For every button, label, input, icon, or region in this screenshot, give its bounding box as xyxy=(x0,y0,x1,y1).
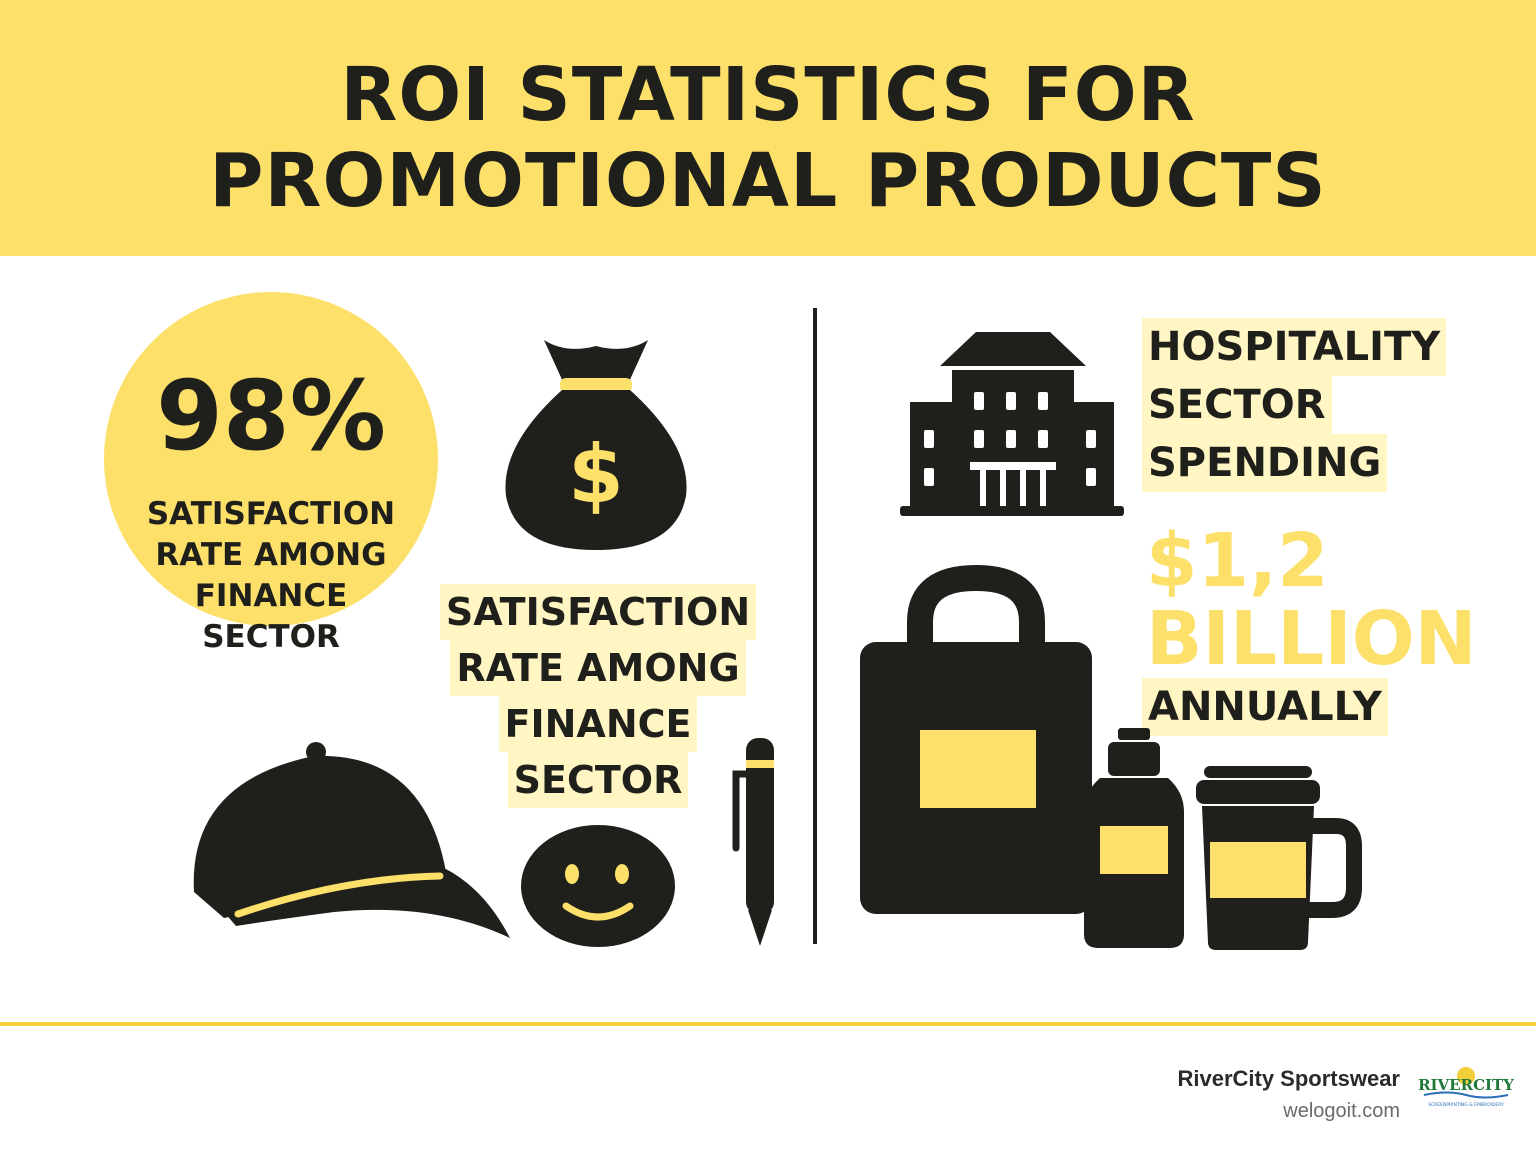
page-title-line-1: ROI STATISTICS FOR xyxy=(340,52,1196,138)
pen-icon xyxy=(732,738,774,946)
money-bag-icon: $ xyxy=(505,340,687,550)
water-bottle-icon xyxy=(1084,728,1184,948)
travel-mug-icon xyxy=(1196,766,1362,950)
footer-divider xyxy=(0,1022,1536,1026)
label-line: SECTOR xyxy=(1142,376,1332,434)
logo-wordmark: RIVERCITY xyxy=(1418,1076,1514,1094)
tote-bag-icon xyxy=(860,564,1092,914)
brand-name: RiverCity Sportswear xyxy=(1177,1066,1400,1091)
caption-line: SECTOR xyxy=(507,752,689,808)
caption-line: RATE AMONG xyxy=(450,640,746,696)
finance-caption-repeat: SATISFACTION RATE AMONG FINANCE SECTOR xyxy=(408,584,788,808)
stat-circle xyxy=(104,292,438,626)
finance-stat-caption: SATISFACTION RATE AMONG FINANCE SECTOR xyxy=(104,494,438,658)
hospitality-amount: $1,2 BILLION xyxy=(1146,522,1477,678)
header-banner: ROI STATISTICS FOR PROMOTIONAL PRODUCTS xyxy=(0,0,1536,256)
hotel-building-icon xyxy=(900,332,1124,516)
finance-stat-value: 98% xyxy=(156,360,386,472)
hospitality-label: HOSPITALITY SECTOR SPENDING xyxy=(1142,318,1447,492)
caption-line: FINANCE xyxy=(194,578,348,614)
smiley-face-icon xyxy=(521,825,675,947)
caption-line: SATISFACTION xyxy=(439,584,757,640)
baseball-cap-icon xyxy=(193,742,510,938)
period-label: ANNUALLY xyxy=(1142,678,1388,736)
hospitality-period: ANNUALLY xyxy=(1142,678,1388,736)
label-line: HOSPITALITY xyxy=(1142,318,1447,376)
caption-line: RATE AMONG xyxy=(155,537,387,573)
caption-line: SATISFACTION xyxy=(146,496,396,532)
amount-line: BILLION xyxy=(1146,596,1477,682)
svg-text:$: $ xyxy=(568,428,624,521)
website-link[interactable]: welogoit.com xyxy=(1283,1100,1400,1122)
page-title-line-2: PROMOTIONAL PRODUCTS xyxy=(209,138,1327,224)
label-line: SPENDING xyxy=(1142,434,1388,492)
caption-line: SECTOR xyxy=(202,619,340,655)
logo-subtext: SCREENPRINTING & EMBROIDERY xyxy=(1428,1102,1504,1108)
rivercity-logo: RIVERCITY SCREENPRINTING & EMBROIDERY xyxy=(1418,1067,1514,1108)
caption-line: FINANCE xyxy=(498,696,698,752)
amount-line: $1,2 xyxy=(1146,518,1329,604)
center-divider xyxy=(813,308,817,944)
